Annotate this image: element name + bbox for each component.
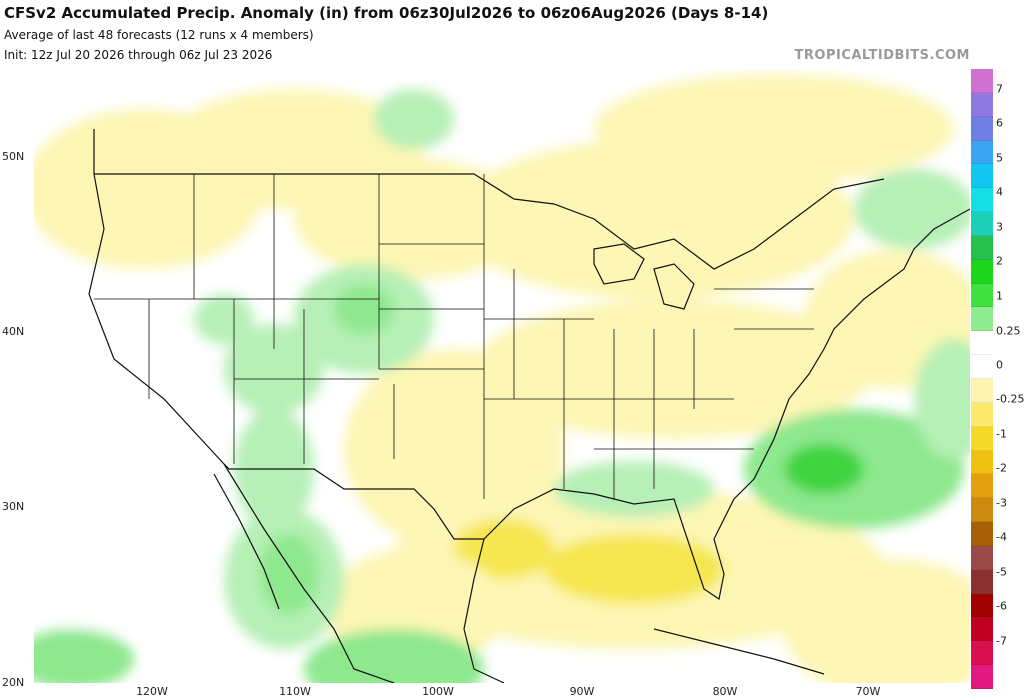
colorbar-label: -3	[996, 496, 1007, 510]
dry-area-caribbean	[784, 559, 970, 683]
colorbar-cell	[971, 331, 993, 356]
dry-area-ohio-valley	[474, 299, 874, 439]
colorbar-cell	[971, 379, 993, 403]
dry-area-pacific	[34, 459, 224, 639]
colorbar-cell	[971, 355, 993, 379]
colorbar-cell	[971, 641, 993, 666]
colorbar-label: -5	[996, 565, 1007, 579]
colorbar-cell	[971, 665, 993, 689]
lat-label: 20N	[2, 676, 25, 689]
init-time-label: Init: 12z Jul 20 2026 through 06z Jul 23…	[4, 48, 273, 62]
colorbar-label: 6	[996, 116, 1003, 130]
colorbar-label: 4	[996, 185, 1003, 199]
colorbar-cell	[971, 140, 993, 165]
colorbar-cell	[971, 593, 993, 618]
colorbar-label: 3	[996, 220, 1003, 234]
colorbar-cell	[971, 69, 993, 93]
coastlines	[88, 129, 970, 683]
lon-label: 100W	[422, 685, 454, 698]
chart-title: CFSv2 Accumulated Precip. Anomaly (in) f…	[4, 4, 769, 22]
lon-label: 110W	[279, 685, 311, 698]
colorbar-label: 1	[996, 289, 1003, 303]
wet-area-utah	[194, 294, 254, 344]
colorbar-label: -2	[996, 461, 1007, 475]
colorbar-cell	[971, 474, 993, 499]
wet-area-new-england	[854, 169, 970, 249]
dry-area-canada-east	[594, 74, 954, 184]
colorbar-label: -4	[996, 530, 1007, 544]
wet-area-pacific-south	[34, 629, 134, 683]
colorbar-cell	[971, 617, 993, 642]
lat-label: 50N	[2, 150, 25, 163]
wet-area-atlantic-east	[914, 339, 970, 459]
colorbar-cell	[971, 116, 993, 141]
colorbar-cell	[971, 522, 993, 546]
wet-area-pacific-northwest	[374, 89, 454, 149]
state-borders	[94, 174, 814, 499]
colorbar-label: 7	[996, 82, 1003, 96]
colorbar-cell	[971, 188, 993, 213]
wet-area-gulf-coast	[554, 461, 714, 517]
colorbar-label: -0.25	[996, 392, 1024, 406]
dry-area-gulf-west	[454, 519, 554, 579]
colorbar-cell	[971, 545, 993, 570]
lon-label: 90W	[569, 685, 595, 698]
precip-anomaly-map[interactable]	[34, 69, 970, 683]
lat-label: 30N	[2, 500, 25, 513]
dry-area-gulf-core	[544, 534, 724, 604]
colorbar-cell	[971, 235, 993, 260]
colorbar-label: -1	[996, 427, 1007, 441]
colorbar-cell	[971, 212, 993, 236]
wet-area-colorado	[224, 324, 324, 414]
colorbar-label: -7	[996, 634, 1007, 648]
site-watermark: TROPICALTIDBITS.COM	[794, 48, 970, 63]
colorbar-cell	[971, 569, 993, 594]
colorbar-cell	[971, 259, 993, 284]
colorbar	[971, 69, 993, 689]
wet-area-mexico-south	[304, 629, 484, 683]
colorbar-cell	[971, 450, 993, 475]
colorbar-cell	[971, 426, 993, 451]
colorbar-label: 5	[996, 151, 1003, 165]
colorbar-label: -6	[996, 599, 1007, 613]
wet-area-mexico-west-core	[259, 534, 319, 614]
colorbar-cell	[971, 164, 993, 189]
colorbar-label: 0	[996, 358, 1003, 372]
colorbar-cell	[971, 498, 993, 523]
lat-label: 40N	[2, 325, 25, 338]
map-canvas	[34, 74, 970, 683]
colorbar-cell	[971, 402, 993, 427]
colorbar-cell	[971, 283, 993, 308]
colorbar-label: 0.25	[996, 324, 1021, 338]
lon-label: 120W	[136, 685, 168, 698]
chart-subtitle: Average of last 48 forecasts (12 runs x …	[4, 28, 314, 42]
lon-label: 80W	[712, 685, 738, 698]
colorbar-cell	[971, 92, 993, 117]
lon-label: 70W	[855, 685, 881, 698]
wet-area-atlantic-core	[784, 444, 864, 494]
colorbar-cell	[971, 307, 993, 332]
colorbar-label: 2	[996, 254, 1003, 268]
